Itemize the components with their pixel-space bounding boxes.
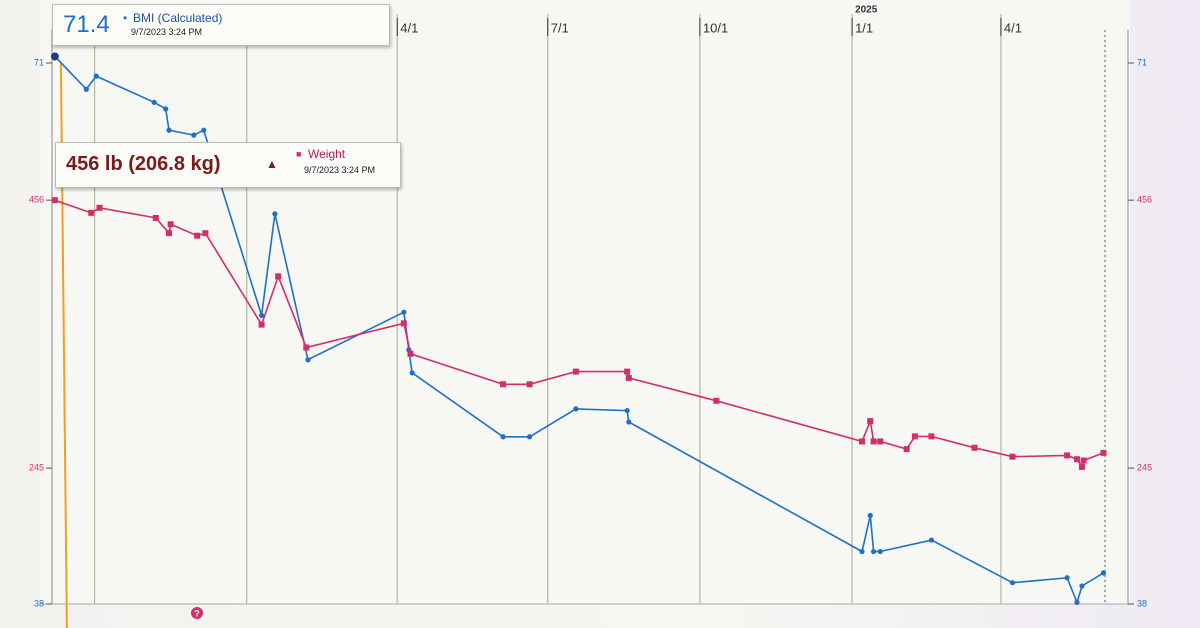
point bbox=[526, 434, 533, 440]
point bbox=[272, 211, 278, 217]
weight-tooltip-name: Weight bbox=[308, 147, 346, 161]
x-tick-label: 7/1 bbox=[551, 20, 569, 35]
point bbox=[870, 548, 877, 555]
point bbox=[1080, 457, 1087, 464]
left-tick-label: 38 bbox=[34, 598, 44, 608]
point bbox=[903, 446, 910, 453]
point bbox=[626, 419, 632, 425]
point bbox=[625, 374, 632, 381]
weight-tooltip-caret: ▲ bbox=[266, 157, 278, 171]
point bbox=[151, 99, 157, 105]
point bbox=[1078, 463, 1085, 470]
point bbox=[911, 433, 918, 440]
point bbox=[624, 368, 631, 375]
point bbox=[867, 512, 873, 519]
bmi-tooltip-date: 9/7/2023 3:24 PM bbox=[131, 27, 203, 37]
point bbox=[859, 548, 865, 555]
point bbox=[1100, 570, 1107, 576]
x-tick-label: 10/1 bbox=[703, 20, 728, 35]
point bbox=[1064, 452, 1071, 459]
x-tick-label: 4/1 bbox=[400, 20, 418, 35]
right-tick-label: 245 bbox=[1137, 462, 1152, 472]
point bbox=[50, 52, 59, 61]
point bbox=[1073, 456, 1080, 463]
left-tick-label: 245 bbox=[29, 462, 44, 472]
point bbox=[1100, 449, 1107, 456]
point bbox=[572, 368, 579, 375]
x-tick-label: 4/1 bbox=[1004, 20, 1022, 35]
point bbox=[191, 132, 197, 138]
point bbox=[258, 321, 265, 328]
point bbox=[152, 214, 159, 221]
point bbox=[526, 381, 533, 388]
point bbox=[928, 537, 935, 543]
point bbox=[858, 438, 865, 445]
point bbox=[167, 221, 174, 228]
point bbox=[202, 230, 209, 237]
point bbox=[1009, 580, 1016, 586]
point bbox=[877, 548, 883, 555]
point bbox=[1079, 583, 1085, 589]
point bbox=[867, 418, 874, 425]
plot-area bbox=[40, 0, 1130, 604]
x-tick-label: 1/1 bbox=[855, 20, 873, 35]
point bbox=[971, 444, 978, 451]
point bbox=[401, 309, 407, 315]
point bbox=[1074, 599, 1080, 605]
point bbox=[573, 406, 579, 412]
point bbox=[500, 381, 507, 388]
weight-tooltip: 456 lb (206.8 kg) ▲ ■ Weight 9/7/2023 3:… bbox=[55, 142, 401, 188]
point bbox=[259, 312, 265, 319]
point bbox=[166, 127, 172, 133]
left-tick-label: 456 bbox=[29, 195, 44, 205]
point bbox=[166, 230, 173, 237]
point bbox=[407, 350, 414, 357]
bmi-tooltip: 71.4 • BMI (Calculated) 9/7/2023 3:24 PM bbox=[52, 4, 390, 46]
weight-tooltip-square: ■ bbox=[296, 149, 302, 159]
point bbox=[83, 86, 89, 92]
point bbox=[305, 357, 311, 363]
point bbox=[88, 209, 95, 216]
help-icon[interactable] bbox=[191, 607, 203, 619]
point bbox=[1064, 575, 1070, 581]
point bbox=[194, 232, 201, 239]
point bbox=[51, 197, 58, 204]
point bbox=[500, 434, 506, 440]
point bbox=[400, 320, 407, 327]
year-label: 2025 bbox=[855, 5, 878, 16]
help-icon-glyph: ? bbox=[194, 608, 200, 618]
point bbox=[275, 273, 282, 280]
point bbox=[201, 127, 207, 133]
right-tick-label: 456 bbox=[1137, 195, 1152, 205]
point bbox=[96, 204, 103, 211]
point bbox=[93, 73, 99, 79]
point bbox=[1009, 453, 1016, 460]
point bbox=[870, 438, 877, 445]
bmi-tooltip-name: BMI (Calculated) bbox=[133, 11, 223, 25]
bmi-tooltip-dot: • bbox=[123, 11, 128, 25]
right-tick-label: 71 bbox=[1137, 57, 1147, 67]
point bbox=[624, 407, 630, 414]
point bbox=[409, 370, 415, 376]
point bbox=[713, 397, 720, 404]
point bbox=[303, 344, 310, 351]
point bbox=[163, 106, 169, 112]
left-tick-label: 71 bbox=[34, 57, 44, 67]
bmi-tooltip-value: 71.4 bbox=[63, 11, 110, 38]
point bbox=[877, 438, 884, 445]
weight-tooltip-value: 456 lb (206.8 kg) bbox=[66, 153, 221, 175]
right-tick-label: 38 bbox=[1137, 598, 1147, 608]
weight-tooltip-date: 9/7/2023 3:24 PM bbox=[304, 165, 376, 175]
point bbox=[928, 433, 935, 440]
